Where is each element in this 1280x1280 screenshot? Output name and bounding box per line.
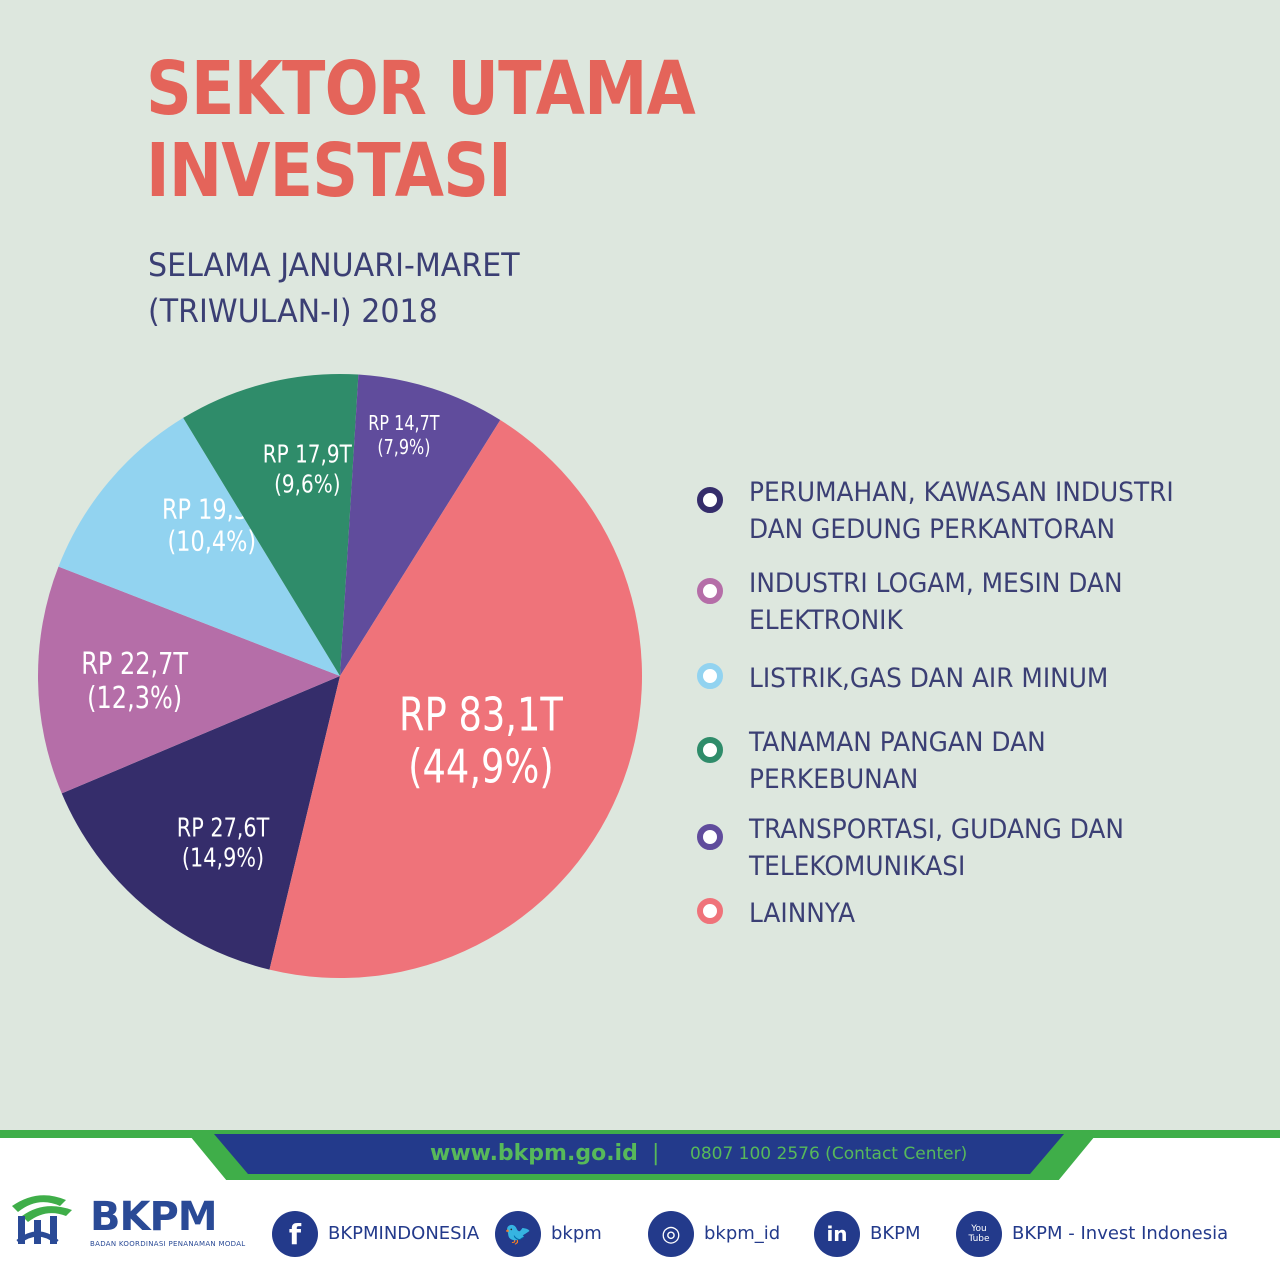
twitter-icon[interactable]: 🐦	[495, 1211, 541, 1257]
legend-label-line-1: TRANSPORTASI, GUDANG DAN	[749, 814, 1124, 845]
slice-percent-label-3: (10,4%)	[167, 524, 256, 557]
legend-dot-icon	[697, 898, 723, 924]
legend-label: TRANSPORTASI, GUDANG DAN TELEKOMUNIKASI	[749, 811, 1124, 885]
legend-label-line-1: LISTRIK,GAS DAN AIR MINUM	[749, 663, 1109, 694]
contact-separator: |	[652, 1141, 660, 1166]
slice-percent-label-1: (14,9%)	[182, 842, 264, 873]
pie-slice-4	[183, 374, 359, 676]
legend-dot-icon	[697, 663, 723, 689]
facebook-icon[interactable]: f	[272, 1211, 318, 1257]
legend-label-line-1: LAINNYA	[749, 898, 856, 929]
legend-label: TANAMAN PANGAN DAN PERKEBUNAN	[749, 724, 1046, 798]
legend-dot-icon	[697, 578, 723, 604]
slice-percent-label-2: (12,3%)	[87, 681, 182, 715]
social-label[interactable]: BKPM - Invest Indonesia	[1012, 1223, 1229, 1244]
subtitle-line-1: SELAMA JANUARI-MARET	[148, 246, 520, 284]
legend-label: PERUMAHAN, KAWASAN INDUSTRI DAN GEDUNG PE…	[749, 474, 1174, 548]
legend-label-line-2: ELEKTRONIK	[749, 605, 903, 636]
pie-slice-6	[269, 420, 642, 978]
linkedin-icon[interactable]: in	[814, 1211, 860, 1257]
social-label[interactable]: BKPMINDONESIA	[328, 1223, 480, 1244]
slice-value-label-6: RP 83,1T	[399, 687, 563, 741]
slice-value-label-4: RP 17,9T	[263, 441, 352, 470]
instagram-icon[interactable]: ◎	[648, 1211, 694, 1257]
youtube-icon[interactable]: You Tube	[956, 1211, 1002, 1257]
slice-value-label-5: RP 14,7T	[368, 412, 440, 435]
subtitle-line-2: (TRIWULAN-I) 2018	[148, 292, 438, 330]
legend-label-line-1: PERUMAHAN, KAWASAN INDUSTRI	[749, 477, 1174, 508]
legend-label-line-1: TANAMAN PANGAN DAN	[749, 727, 1046, 758]
slice-value-label-1: RP 27,6T	[177, 812, 270, 843]
slice-percent-label-6: (44,9%)	[408, 739, 554, 793]
legend-label-line-2: DAN GEDUNG PERKANTORAN	[749, 514, 1116, 545]
bkpm-logo-icon	[12, 1195, 72, 1245]
legend-label: LAINNYA	[749, 895, 855, 932]
bkpm-logo-subtext: BADAN KOORDINASI PENANAMAN MODAL	[90, 1240, 246, 1248]
page-subtitle: SELAMA JANUARI-MARET (TRIWULAN-I) 2018	[148, 242, 520, 334]
legend-dot-icon	[697, 824, 723, 850]
slice-percent-label-5: (7,9%)	[377, 436, 430, 459]
legend-label: INDUSTRI LOGAM, MESIN DAN ELEKTRONIK	[749, 565, 1123, 639]
social-label[interactable]: BKPM	[870, 1223, 921, 1244]
page-title: SEKTOR UTAMA INVESTASI	[146, 46, 696, 214]
legend-label: LISTRIK,GAS DAN AIR MINUM	[749, 660, 1108, 697]
bkpm-logo-text: BKPM	[90, 1194, 218, 1240]
pie-slice-5	[340, 374, 501, 676]
pie-slice-1	[61, 676, 340, 970]
legend-dot-icon	[697, 487, 723, 513]
website-link[interactable]: www.bkpm.go.id	[430, 1141, 638, 1166]
title-line-2: INVESTASI	[146, 128, 512, 214]
slice-value-label-2: RP 22,7T	[81, 647, 188, 681]
social-label[interactable]: bkpm_id	[704, 1223, 781, 1244]
title-line-1: SEKTOR UTAMA	[146, 46, 696, 132]
contact-center: 0807 100 2576 (Contact Center)	[690, 1144, 968, 1164]
legend-dot-icon	[697, 737, 723, 763]
slice-percent-label-4: (9,6%)	[274, 471, 340, 500]
social-label[interactable]: bkpm	[551, 1223, 602, 1244]
contact-bar	[214, 1134, 1064, 1174]
legend-label-line-2: PERKEBUNAN	[749, 764, 919, 795]
pie-slice-3	[58, 417, 341, 676]
legend-label-line-1: INDUSTRI LOGAM, MESIN DAN	[749, 568, 1123, 599]
pie-slice-2	[37, 566, 340, 794]
legend-label-line-2: TELEKOMUNIKASI	[749, 851, 966, 882]
